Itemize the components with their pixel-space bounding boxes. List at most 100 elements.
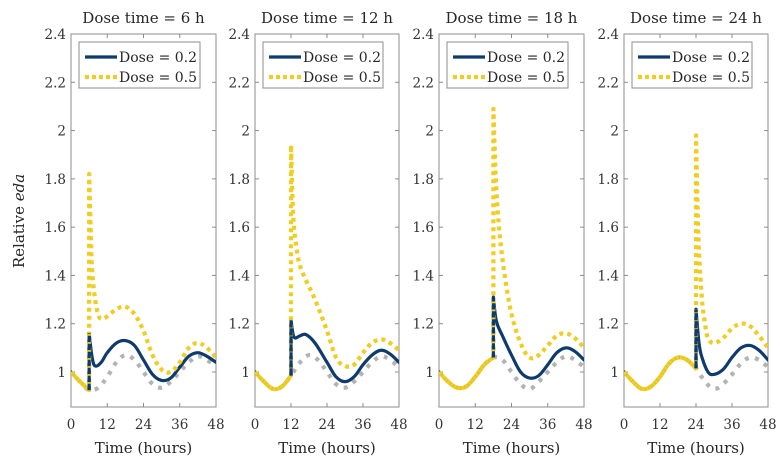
y-tick-label: 1.4 (598, 268, 619, 284)
x-tick-label: 24 (687, 417, 704, 433)
x-axis-label: Time (hours) (278, 439, 376, 457)
y-tick-label: 1.8 (229, 172, 250, 188)
x-axis-label: Time (hours) (463, 439, 561, 457)
series-group (255, 142, 399, 392)
y-tick-label: 1.6 (598, 220, 619, 236)
x-tick-label: 0 (435, 417, 444, 433)
y-tick-label: 2.4 (45, 27, 66, 43)
y-tick-label: 2.2 (229, 75, 250, 91)
x-tick-label: 12 (282, 417, 299, 433)
y-tick-label: 1.2 (598, 317, 619, 333)
pre-dose-overlay-gold (439, 355, 495, 391)
series-group (624, 133, 768, 392)
panel-3: 0 12 24 36 48 1 1.2 1.4 1.6 1.8 2 2.2 2.4 Dose time =… (413, 9, 593, 457)
y-tick-label: 1 (241, 365, 250, 381)
y-tick-label: 1.4 (45, 268, 66, 284)
pre-dose-overlay-gold (624, 355, 698, 392)
legend-box (446, 41, 569, 89)
legend: Dose = 0.2 Dose = 0.5 (262, 41, 384, 89)
y-tick-label: 1.6 (229, 220, 250, 236)
x-tick-label: 48 (390, 417, 407, 433)
x-tick-label: 36 (171, 417, 188, 433)
axes-frame (438, 33, 585, 408)
panel-4: 0 12 24 36 48 1 1.2 1.4 1.6 1.8 2 2.2 2.4 Dose time =… (598, 9, 777, 457)
y-tick-label: 1.6 (45, 220, 66, 236)
y-tick-label: 1.4 (413, 268, 434, 284)
y-tick-label: 2 (610, 124, 619, 140)
y-tick-label: 2.2 (45, 75, 66, 91)
y-tick-label: 1 (610, 365, 619, 381)
series-line-dose-0-5 (624, 133, 768, 392)
legend: Dose = 0.2 Dose = 0.5 (631, 41, 753, 89)
series-line-dose-0-5 (255, 142, 399, 392)
axes-frame (254, 33, 400, 408)
y-tick-label: 2 (241, 124, 250, 140)
x-tick-label: 48 (575, 417, 592, 433)
y-tick-label: 1 (425, 365, 434, 381)
y-tick-label: 1.2 (229, 317, 250, 333)
legend-label: Dose = 0.5 (672, 70, 750, 86)
y-tick-label: 2 (425, 124, 434, 140)
series-line-dose-0-5 (71, 171, 216, 393)
legend-label: Dose = 0.5 (303, 70, 381, 86)
y-tick-label: 1.8 (45, 172, 66, 188)
series-line-dose-0-5 (439, 106, 584, 391)
x-tick-label: 24 (503, 417, 520, 433)
y-tick-label: 2.4 (598, 27, 619, 43)
y-tick-label: 1.8 (413, 172, 434, 188)
x-tick-label: 24 (318, 417, 335, 433)
y-tick-label: 1 (57, 365, 66, 381)
x-tick-label: 12 (651, 417, 668, 433)
pre-dose-overlay-gold (255, 370, 293, 392)
legend-box (262, 41, 384, 89)
legend-label: Dose = 0.2 (672, 50, 750, 66)
y-tick-label: 1.2 (45, 317, 66, 333)
series-group (71, 171, 216, 393)
y-tick-label: 1.6 (413, 220, 434, 236)
y-tick-label: 1.8 (598, 172, 619, 188)
legend-box (78, 41, 201, 89)
series-line-control (71, 352, 216, 393)
y-tick-label: 2.2 (598, 75, 619, 91)
y-tick-label: 1.4 (229, 268, 250, 284)
x-tick-label: 0 (251, 417, 260, 433)
series-line-control (439, 354, 584, 392)
pre-dose-overlay-gold (71, 370, 91, 392)
x-tick-label: 12 (99, 417, 116, 433)
y-axis-label-main: Relative (10, 201, 28, 268)
panel-title: Dose time = 6 h (82, 9, 205, 27)
y-tick-label: 2.2 (413, 75, 434, 91)
y-axis-label-italic: eda (10, 174, 28, 201)
legend-label: Dose = 0.5 (487, 70, 565, 86)
x-tick-label: 48 (759, 417, 776, 433)
panel-title: Dose time = 12 h (261, 9, 393, 27)
legend: Dose = 0.2 Dose = 0.5 (446, 41, 569, 89)
panel-1: 0 12 24 36 48 1 1.2 1.4 1.6 1.8 2 2.2 2.4 Dose time =… (45, 9, 225, 457)
series-group (439, 106, 584, 392)
legend-box (631, 41, 753, 89)
legend: Dose = 0.2 Dose = 0.5 (78, 41, 201, 89)
axes-frame (70, 33, 217, 408)
legend-label: Dose = 0.5 (119, 70, 197, 86)
y-tick-label: 2.4 (413, 27, 434, 43)
y-axis-label: Relative eda (10, 174, 28, 268)
x-tick-label: 36 (723, 417, 740, 433)
legend-label: Dose = 0.2 (487, 50, 565, 66)
series-line-dose-0-2 (71, 331, 216, 392)
y-tick-label: 2.4 (229, 27, 250, 43)
y-tick-label: 1.2 (413, 317, 434, 333)
panel-title: Dose time = 18 h (446, 9, 578, 27)
x-tick-label: 36 (539, 417, 556, 433)
x-tick-label: 36 (354, 417, 371, 433)
legend-label: Dose = 0.2 (119, 50, 197, 66)
y-tick-label: 2 (57, 124, 66, 140)
panel-2: 0 12 24 36 48 1 1.2 1.4 1.6 1.8 2 2.2 2.4 Dose time =… (229, 9, 408, 457)
x-tick-label: 48 (207, 417, 224, 433)
x-tick-label: 24 (135, 417, 152, 433)
legend-label: Dose = 0.2 (303, 50, 381, 66)
x-tick-label: 12 (467, 417, 484, 433)
x-axis-label: Time (hours) (647, 439, 745, 457)
x-tick-label: 0 (620, 417, 629, 433)
x-tick-label: 0 (67, 417, 76, 433)
